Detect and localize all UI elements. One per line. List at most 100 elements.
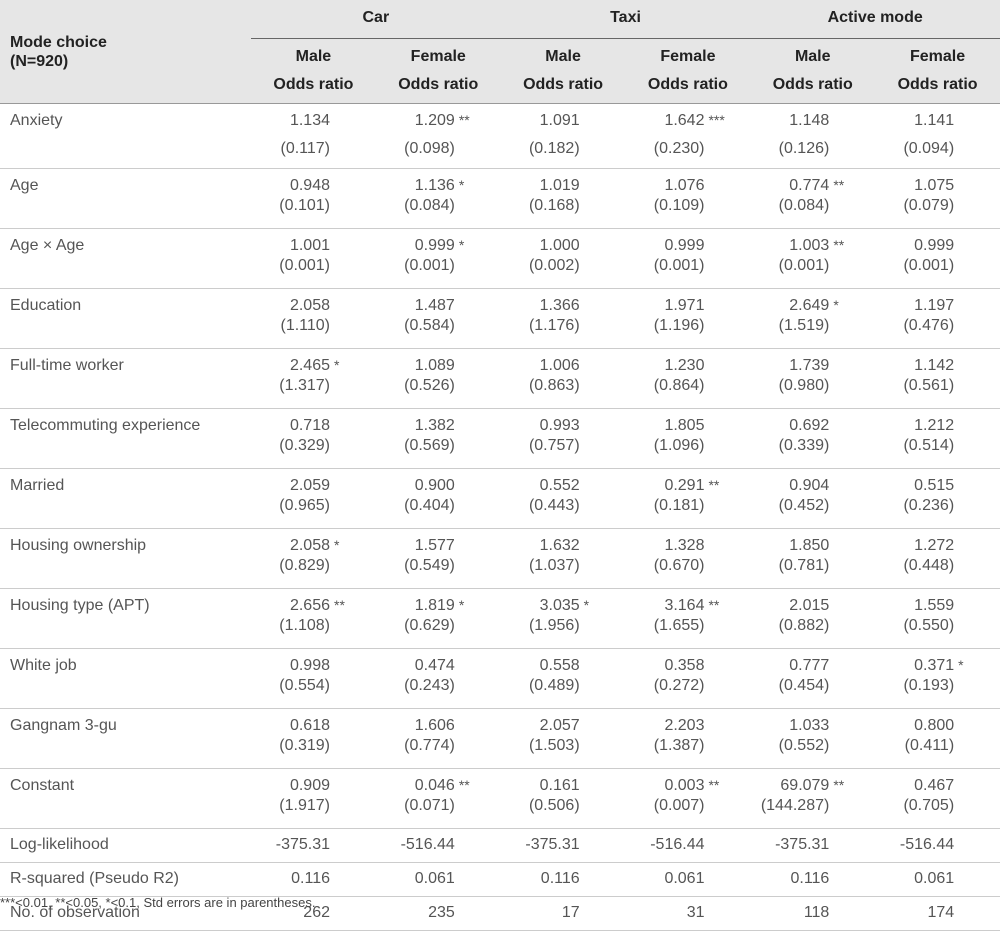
significance-marker: ** xyxy=(708,477,720,493)
value-cell: 1.971 (1.196) xyxy=(625,288,751,349)
std-error-value: (144.287) xyxy=(760,797,830,814)
odds-ratio-value: 1.019 xyxy=(539,177,580,194)
group-header-car: Car xyxy=(251,0,501,39)
std-error-value: (0.236) xyxy=(903,497,955,514)
std-error-value: (1.387) xyxy=(653,737,705,754)
value-cell: 0.692 (0.339) xyxy=(750,408,876,469)
sub-header-cell: Female Odds ratio xyxy=(625,38,751,104)
odds-ratio-value: 0.718 xyxy=(289,417,330,434)
odds-ratio-value: 1.134 xyxy=(289,112,330,129)
group-header-active-mode: Active mode xyxy=(750,0,1000,39)
value-cell: 0.999 (0.001) xyxy=(625,228,751,289)
value-cell: 0.993 (0.757) xyxy=(500,408,626,469)
value-cell: 2.058 (1.110) xyxy=(251,288,376,349)
odds-ratio-value: 0.515 xyxy=(914,477,955,494)
std-error-value: (0.882) xyxy=(778,617,830,634)
odds-ratio-value: 2.656 xyxy=(289,597,330,614)
summary-value: -375.31 xyxy=(525,836,580,853)
odds-ratio-value: 1.230 xyxy=(664,357,705,374)
odds-ratio-value: 1.805 xyxy=(664,417,705,434)
summary-value-cell: -516.44 xyxy=(625,828,751,863)
sub-header-stat: Odds ratio xyxy=(772,76,853,93)
sub-header-gender: Male xyxy=(794,48,831,65)
odds-ratio-value: 1.739 xyxy=(789,357,830,374)
std-error-value: (0.079) xyxy=(903,197,955,214)
odds-ratio-value: 1.642 xyxy=(664,112,705,129)
std-error-value: (0.629) xyxy=(404,617,455,634)
odds-ratio-value: 2.058 xyxy=(289,297,330,314)
value-cell: 2.057 (1.503) xyxy=(500,708,626,769)
odds-ratio-value: 0.618 xyxy=(289,717,330,734)
sub-header-cell: Female Odds ratio xyxy=(375,38,501,104)
value-cell: 0.999 * (0.001) xyxy=(375,228,501,289)
summary-value: -375.31 xyxy=(275,836,330,853)
odds-ratio-value: 1.487 xyxy=(414,297,455,314)
significance-marker: ** xyxy=(708,777,720,793)
std-error-value: (1.917) xyxy=(279,797,330,814)
value-cell: 1.559 (0.550) xyxy=(875,588,1000,649)
value-cell: 1.212 (0.514) xyxy=(875,408,1000,469)
sub-header-stat: Odds ratio xyxy=(273,76,354,93)
value-cell: 0.998 (0.554) xyxy=(251,648,376,709)
std-error-value: (0.705) xyxy=(903,797,955,814)
odds-ratio-value: 0.774 xyxy=(789,177,830,194)
summary-value: 0.116 xyxy=(790,870,830,887)
std-error-value: (0.168) xyxy=(528,197,580,214)
std-error-value: (1.519) xyxy=(778,317,830,334)
value-cell: 1.272 (0.448) xyxy=(875,528,1000,589)
value-cell: 0.467 (0.705) xyxy=(875,768,1000,829)
odds-ratio-value: 1.003 xyxy=(789,237,830,254)
value-cell: 2.203 (1.387) xyxy=(625,708,751,769)
value-cell: 1.606 (0.774) xyxy=(375,708,501,769)
odds-ratio-value: 0.904 xyxy=(789,477,830,494)
odds-ratio-value: 1.632 xyxy=(539,537,580,554)
odds-ratio-value: 69.079 xyxy=(780,777,830,794)
std-error-value: (0.454) xyxy=(778,677,830,694)
odds-ratio-value: 0.358 xyxy=(664,657,705,674)
table-row: Age 0.948 (0.101) 1.136 * (0.084) 1.019 (0.168)… xyxy=(0,168,1000,229)
std-error-value: (0.448) xyxy=(903,557,955,574)
odds-ratio-value: 0.999 xyxy=(414,237,455,254)
odds-ratio-value: 1.212 xyxy=(914,417,955,434)
sub-header-stat: Odds ratio xyxy=(647,76,728,93)
value-cell: 1.033 (0.552) xyxy=(750,708,876,769)
table-row: Gangnam 3-gu 0.618 (0.319) 1.606 (0.774) 2.05… xyxy=(0,708,1000,769)
std-error-value: (0.476) xyxy=(903,317,955,334)
odds-ratio-value: 0.558 xyxy=(539,657,580,674)
significance-marker: * xyxy=(334,357,340,373)
value-cell: 3.035 * (1.956) xyxy=(500,588,626,649)
summary-value: 0.116 xyxy=(291,870,330,887)
std-error-value: (0.864) xyxy=(653,377,705,394)
odds-ratio-value: 0.161 xyxy=(539,777,580,794)
std-error-value: (0.126) xyxy=(778,140,830,157)
value-cell: 1.006 (0.863) xyxy=(500,348,626,409)
std-error-value: (0.757) xyxy=(528,437,580,454)
odds-ratio-value: 3.164 xyxy=(664,597,705,614)
std-error-value: (0.182) xyxy=(528,140,580,157)
std-error-value: (1.037) xyxy=(528,557,580,574)
odds-ratio-value: 0.999 xyxy=(664,237,705,254)
odds-ratio-value: 2.057 xyxy=(539,717,580,734)
sub-header-gender: Female xyxy=(660,48,716,65)
std-error-value: (0.001) xyxy=(404,257,455,274)
std-error-value: (0.774) xyxy=(404,737,455,754)
std-error-value: (0.670) xyxy=(653,557,705,574)
value-cell: 0.358 (0.272) xyxy=(625,648,751,709)
std-error-value: (1.176) xyxy=(528,317,580,334)
std-error-value: (0.098) xyxy=(404,140,455,157)
std-error-value: (1.196) xyxy=(653,317,705,334)
table-row: Constant 0.909 (1.917) 0.046 ** (0.071) 0.161(… xyxy=(0,768,1000,829)
sub-header-stat: Odds ratio xyxy=(398,76,479,93)
row-label: Housing type (APT) xyxy=(0,588,251,649)
significance-marker: ** xyxy=(833,237,845,253)
significance-marker: ** xyxy=(334,597,345,613)
value-cell: 0.371 * (0.193) xyxy=(875,648,1000,709)
value-cell: 1.141 (0.094) xyxy=(875,103,1000,169)
significance-marker: ** xyxy=(708,597,720,613)
value-cell: 1.075 (0.079) xyxy=(875,168,1000,229)
std-error-value: (0.569) xyxy=(404,437,455,454)
odds-ratio-value: 1.089 xyxy=(414,357,455,374)
std-error-value: (0.230) xyxy=(653,140,705,157)
table-row: Full-time worker 2.465 * (1.317) 1.089 (0.526… xyxy=(0,348,1000,409)
value-cell: 0.003 ** (0.007) xyxy=(625,768,751,829)
